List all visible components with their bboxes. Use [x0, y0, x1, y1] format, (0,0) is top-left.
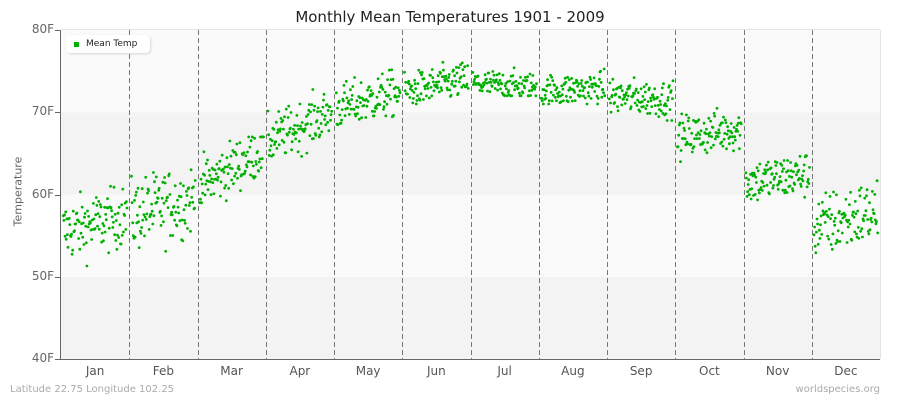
plot-band	[61, 30, 880, 113]
chart-title: Monthly Mean Temperatures 1901 - 2009	[295, 8, 605, 26]
x-tick-label-dec: Dec	[834, 364, 858, 378]
x-tick-label-jun: Jun	[427, 364, 446, 378]
y-tick-label: 60F	[31, 186, 54, 201]
x-tick-label-apr: Apr	[289, 364, 311, 378]
x-tick-label-oct: Oct	[699, 364, 720, 378]
legend-label-mean-temp: Mean Temp	[86, 39, 138, 49]
y-tick-label: 80F	[31, 22, 54, 36]
legend-square-icon	[74, 41, 79, 47]
x-tick-label-jul: Jul	[497, 364, 512, 378]
plot-band	[61, 276, 880, 359]
x-tick-label-feb: Feb	[152, 364, 174, 378]
mean-temp-points	[61, 60, 880, 268]
plot-band	[61, 194, 880, 277]
x-tick-label-jan: Jan	[85, 364, 105, 378]
x-tick-label-mar: Mar	[220, 364, 243, 378]
chart-legend[interactable]: Mean Temp	[66, 35, 150, 53]
location-caption: Latitude 22.75 Longitude 102.25	[10, 384, 175, 395]
y-tick-label: 70F	[31, 104, 54, 119]
y-tick-label: 50F	[31, 268, 54, 283]
x-tick-label-nov: Nov	[765, 364, 790, 378]
plot-band	[61, 112, 880, 195]
x-tick-label-sep: Sep	[629, 364, 653, 378]
y-tick-label: 40F	[31, 351, 54, 365]
x-tick-label-may: May	[355, 364, 381, 378]
source-link[interactable]: worldspecies.org	[795, 384, 880, 395]
x-tick-label-aug: Aug	[561, 364, 585, 378]
